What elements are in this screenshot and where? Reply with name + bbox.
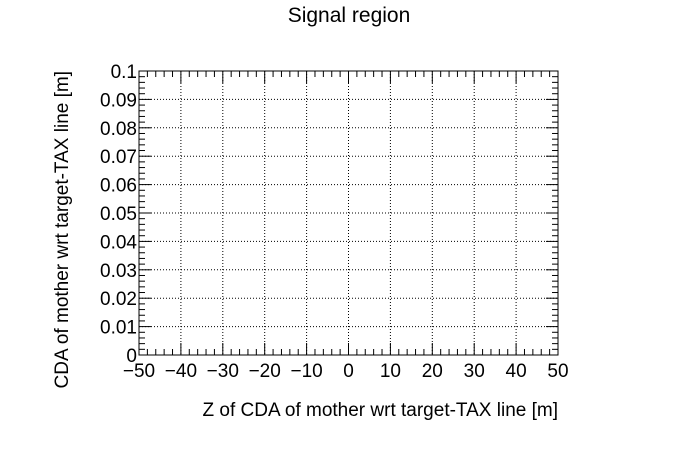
x-tick-label: −10 (290, 361, 322, 382)
y-tick-label: 0.03 (100, 261, 137, 282)
x-tick-label: 30 (464, 361, 485, 382)
y-tick-label: 0.07 (100, 147, 137, 168)
x-tick-label: 40 (506, 361, 527, 382)
x-tick-label: 0 (343, 361, 354, 382)
x-tick-label: −40 (165, 361, 197, 382)
x-tick-label: 50 (547, 361, 568, 382)
axis-ticks (138, 70, 559, 356)
y-axis-label: CDA of mother wrt target-TAX line [m] (52, 71, 73, 388)
y-tick-label: 0.09 (100, 90, 137, 111)
y-tick-label: 0 (126, 346, 137, 367)
y-tick-label: 0.06 (100, 176, 137, 197)
x-tick-label: −30 (207, 361, 239, 382)
x-tick-label: 10 (380, 361, 401, 382)
y-tick-label: 0.1 (111, 62, 137, 83)
y-tick-label: 0.02 (100, 289, 137, 310)
y-tick-label: 0.04 (100, 232, 137, 253)
y-tick-label: 0.01 (100, 318, 137, 339)
x-tick-labels: −50 −40 −30 −20 −10 0 10 20 30 40 50 (123, 361, 569, 382)
y-tick-label: 0.05 (100, 204, 137, 225)
x-tick-label: −20 (249, 361, 281, 382)
y-tick-label: 0.08 (100, 119, 137, 140)
x-axis-label: Z of CDA of mother wrt target-TAX line [… (203, 400, 558, 421)
plot-frame (138, 70, 559, 356)
y-tick-labels: 0 0.01 0.02 0.03 0.04 0.05 0.06 0.07 0.08 0.09 0.1 (100, 62, 137, 367)
grid-lines (139, 71, 558, 355)
chart-title: Signal region (288, 4, 411, 27)
x-tick-label: −50 (123, 361, 155, 382)
x-tick-label: 20 (422, 361, 443, 382)
